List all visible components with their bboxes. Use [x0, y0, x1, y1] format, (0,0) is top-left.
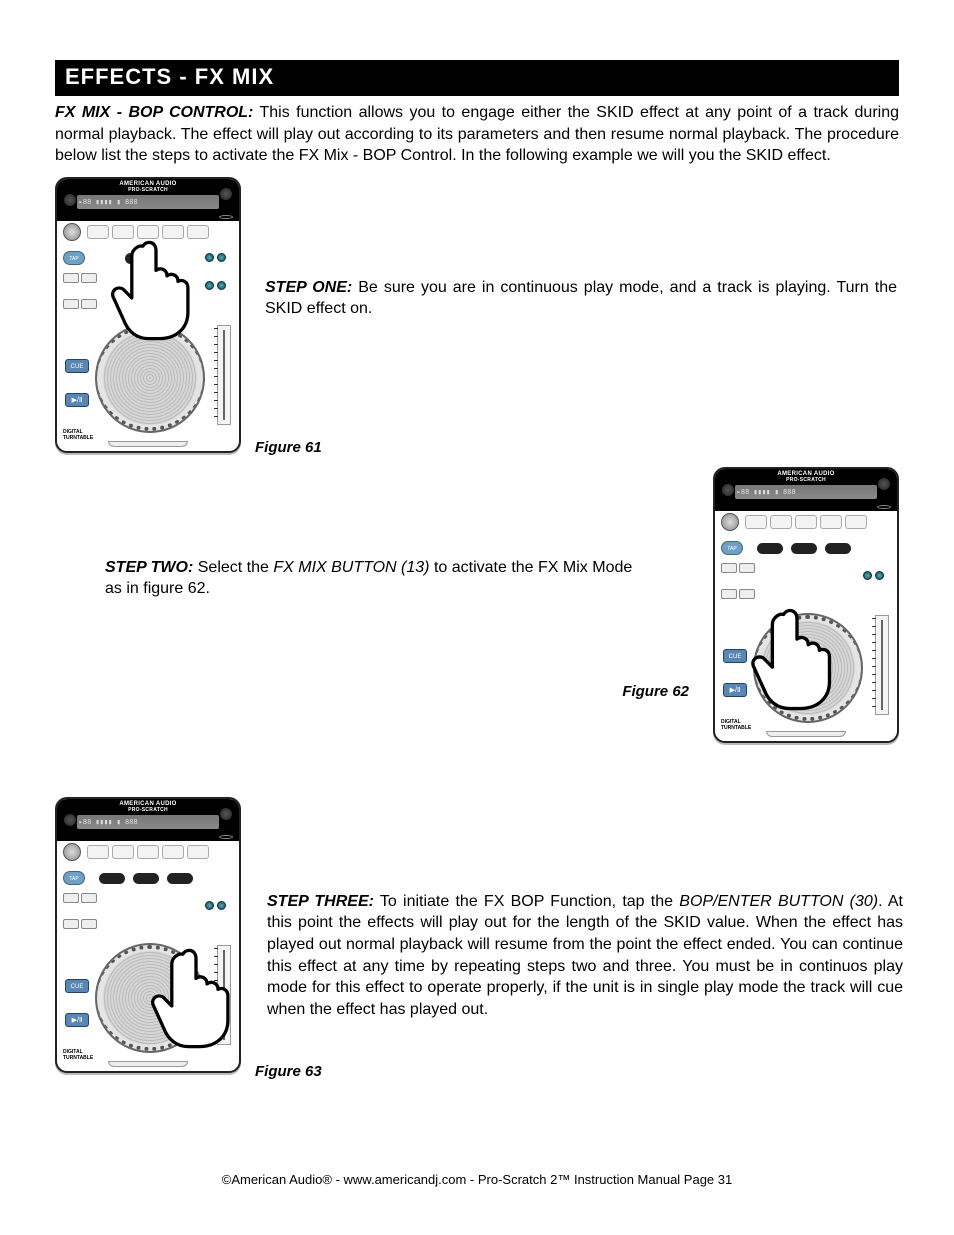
step-two-block: AMERICAN AUDIOPRO-SCRATCH ▸88 ▮▮▮▮ ▮ 888…: [55, 467, 899, 767]
jog-wheel-icon: [95, 323, 205, 433]
step-two-text: STEP TWO: Select the FX MIX BUTTON (13) …: [105, 557, 635, 600]
step-one-body: Be sure you are in continuous play mode,…: [265, 279, 897, 318]
pitch-slider-icon: [217, 325, 231, 425]
intro-lead: FX MIX - BOP CONTROL:: [55, 104, 253, 121]
step-two-lead: STEP TWO:: [105, 559, 193, 576]
device-figure-61: AMERICAN AUDIOPRO-SCRATCH ▸88 ▮▮▮▮ ▮ 888…: [55, 177, 241, 453]
figure-63-caption: Figure 63: [255, 1063, 322, 1080]
figure-61-caption: Figure 61: [255, 439, 322, 456]
fx-select-knob-icon: [63, 223, 81, 241]
device-figure-62: AMERICAN AUDIOPRO-SCRATCH ▸88 ▮▮▮▮ ▮ 888…: [713, 467, 899, 743]
figure-62-caption: Figure 62: [622, 683, 689, 700]
page-footer: ©American Audio® - www.americandj.com - …: [0, 1172, 954, 1187]
fx-mix-button-ref: FX MIX BUTTON (13): [273, 559, 429, 576]
intro-paragraph: FX MIX - BOP CONTROL: This function allo…: [55, 102, 899, 167]
section-header: EFFECTS - FX MIX: [55, 60, 899, 96]
device-figure-63: AMERICAN AUDIOPRO-SCRATCH ▸88 ▮▮▮▮ ▮ 888…: [55, 797, 241, 1073]
step-one-lead: STEP ONE:: [265, 279, 352, 296]
step-three-text: STEP THREE: To initiate the FX BOP Funct…: [267, 891, 903, 1021]
step-three-lead: STEP THREE:: [267, 893, 374, 910]
bop-enter-button-ref: BOP/ENTER BUTTON (30): [679, 893, 878, 910]
disc-icon: [219, 215, 233, 219]
play-pause-icon: ▶/Ⅱ: [65, 393, 89, 407]
step-one-text: STEP ONE: Be sure you are in continuous …: [265, 277, 897, 320]
tap-button-icon: TAP: [63, 251, 85, 265]
step-three-block: AMERICAN AUDIOPRO-SCRATCH ▸88 ▮▮▮▮ ▮ 888…: [55, 797, 899, 1097]
step-one-block: AMERICAN AUDIOPRO-SCRATCH ▸88 ▮▮▮▮ ▮ 888…: [55, 177, 899, 467]
eject-knob-icon: [219, 187, 233, 201]
cue-button-icon: CUE: [65, 359, 89, 373]
folder-knob-icon: [63, 193, 77, 207]
